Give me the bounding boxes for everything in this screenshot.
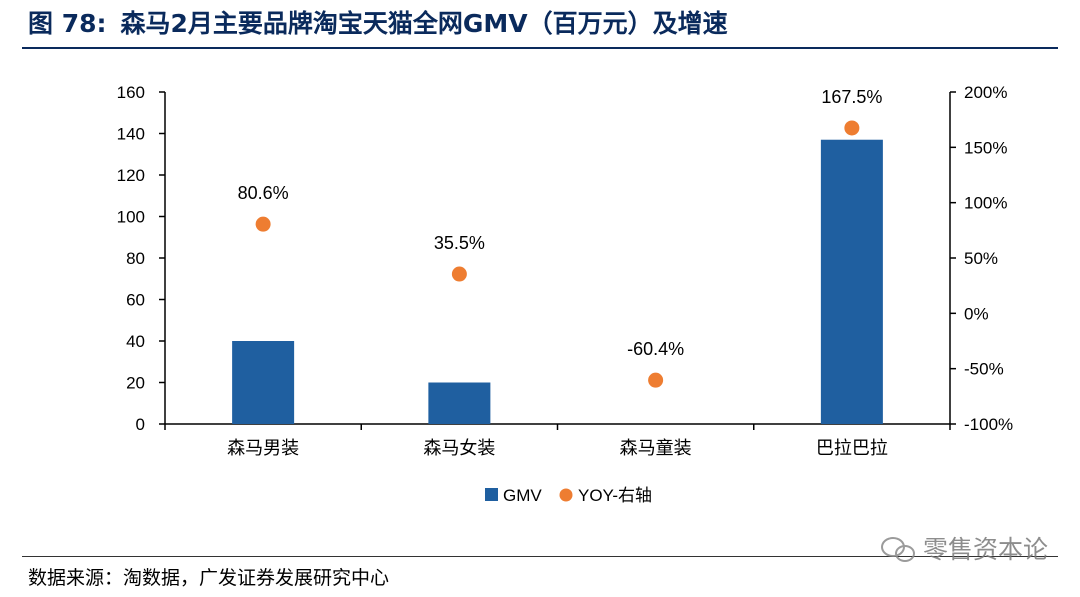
right-axis-tick-label: -100%	[964, 415, 1013, 434]
legend-yoy-swatch	[559, 488, 573, 502]
yoy-point	[844, 120, 860, 136]
left-axis-tick-label: 100	[117, 208, 145, 227]
figure-number: 图 78:	[28, 9, 107, 38]
left-axis-tick-label: 0	[136, 415, 145, 434]
left-axis-tick-label: 60	[126, 291, 145, 310]
yoy-data-label: 35.5%	[434, 233, 485, 253]
right-axis-tick-label: 50%	[964, 249, 998, 268]
right-axis-tick-label: 200%	[964, 83, 1007, 102]
yoy-data-label: 167.5%	[821, 87, 882, 107]
x-axis-category-label: 森马男装	[227, 438, 299, 458]
wechat-icon	[880, 535, 915, 562]
x-axis-category-label: 森马女装	[423, 438, 495, 458]
watermark-text: 零售资本论	[922, 535, 1048, 564]
left-axis-tick-label: 140	[117, 125, 145, 144]
combo-chart: 0 20 40 60 80 100 120 140 160 -100% -50% 0% 50% 100% 1…	[117, 83, 1014, 505]
yoy-point	[648, 372, 664, 388]
yoy-data-label: 80.6%	[238, 183, 289, 203]
right-axis-tick-label: 100%	[964, 194, 1007, 213]
source-divider	[22, 556, 1058, 557]
gmv-bar	[428, 382, 491, 424]
figure-title-text: 森马2月主要品牌淘宝天猫全网GMV（百万元）及增速	[120, 9, 728, 38]
gmv-bar	[820, 139, 883, 424]
left-axis-tick-label: 120	[117, 166, 145, 185]
left-axis-tick-label: 160	[117, 83, 145, 102]
yoy-point	[451, 266, 467, 282]
right-axis-tick-label: 0%	[964, 304, 989, 323]
watermark: 零售资本论	[880, 530, 1048, 566]
source-note: 数据来源：淘数据，广发证券发展研究中心	[28, 567, 390, 589]
left-axis-tick-label: 40	[126, 332, 145, 351]
right-axis-tick-label: 150%	[964, 138, 1007, 157]
title-divider	[22, 47, 1058, 49]
left-axis-tick-label: 20	[126, 374, 145, 393]
legend-yoy-label: YOY-右轴	[578, 486, 652, 505]
right-axis-tick-label: -50%	[964, 360, 1004, 379]
x-axis-category-label: 森马童装	[620, 438, 692, 458]
figure-title: 图 78: 森马2月主要品牌淘宝天猫全网GMV（百万元）及增速	[28, 2, 728, 46]
x-axis-category-label: 巴拉巴拉	[816, 438, 888, 458]
legend-gmv-swatch	[485, 488, 498, 501]
yoy-data-label: -60.4%	[627, 339, 684, 359]
gmv-bar	[232, 341, 295, 424]
left-axis-tick-label: 80	[126, 249, 145, 268]
yoy-point	[255, 216, 271, 232]
legend-gmv-label: GMV	[503, 486, 542, 505]
